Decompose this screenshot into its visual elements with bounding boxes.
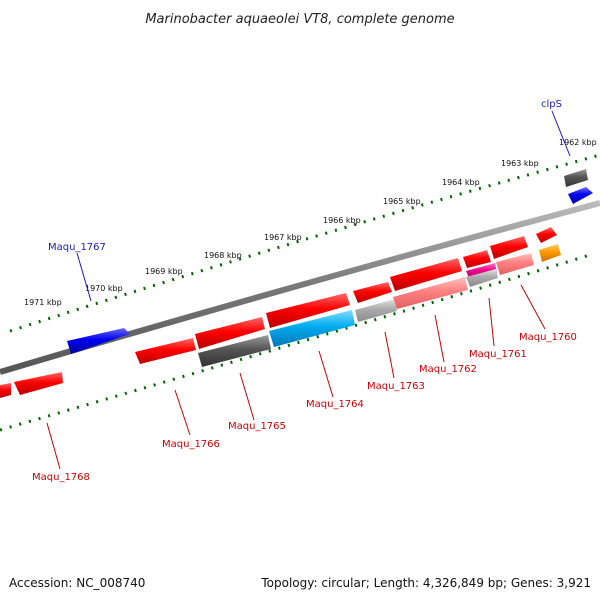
label-maqu-1761[interactable]: Maqu_1761 [469,349,527,360]
gene-maqu-1767[interactable] [67,328,130,354]
page-title: Marinobacter aquaeolei VT8, complete gen… [145,12,454,27]
tick-label-1969: 1969 kbp [145,267,183,276]
tick-label-1964: 1964 kbp [442,178,480,187]
label-maqu-1760[interactable]: Maqu_1760 [519,332,577,343]
label-maqu-1764[interactable]: Maqu_1764 [306,399,364,410]
tick-labels: 1971 kbp 1970 kbp 1969 kbp 1968 kbp 1967… [24,138,597,307]
label-maqu-1766[interactable]: Maqu_1766 [162,439,220,450]
callout-line-clps [551,110,571,157]
label-maqu-1767[interactable]: Maqu_1767 [48,242,106,253]
gene-red-f[interactable] [490,236,528,259]
gene-maqu-1762[interactable] [393,277,468,309]
tick-label-1965: 1965 kbp [383,197,421,206]
label-maqu-1762[interactable]: Maqu_1762 [419,364,477,375]
callout-line-maqu-1764 [318,350,334,398]
callout-line-maqu-1766 [174,389,191,436]
gene-red-d[interactable] [390,258,462,291]
gene-red-c[interactable] [353,282,392,303]
gene-red-b[interactable] [266,293,350,328]
gene-dark-top-right[interactable] [564,169,588,187]
callout-line-maqu-1761 [488,297,495,347]
label-clps[interactable]: clpS [541,99,562,110]
gene-orange[interactable] [539,244,561,262]
label-maqu-1763[interactable]: Maqu_1763 [367,381,425,392]
gene-red-a[interactable] [195,317,265,349]
gene-gray-small[interactable] [466,269,498,287]
label-maqu-1765[interactable]: Maqu_1765 [228,421,286,432]
tick-label-1962: 1962 kbp [559,138,597,147]
callout-line-maqu-1760 [520,284,546,330]
accession-text: Accession: NC_008740 [9,576,146,590]
genome-stats-text: Topology: circular; Length: 4,326,849 bp… [261,576,591,590]
callout-line-maqu-1762 [434,314,445,363]
callout-line-maqu-1768 [46,422,61,470]
gene-maqu-1764[interactable] [269,310,355,347]
tick-label-1966: 1966 kbp [323,216,361,225]
gene-maqu-1766[interactable] [135,338,196,364]
inner-tick-line [0,253,591,432]
gene-red-e[interactable] [463,250,491,268]
forward-strand-genes [67,169,593,354]
reverse-strand-genes [0,227,561,398]
tick-label-1970: 1970 kbp [85,284,123,293]
tick-label-1968: 1968 kbp [204,251,242,260]
gene-maqu-1768[interactable] [14,372,63,395]
callout-line-maqu-1763 [384,331,395,379]
callout-lines [46,110,571,470]
tick-label-1963: 1963 kbp [501,159,539,168]
tick-label-1971: 1971 kbp [24,298,62,307]
gene-labels: Maqu_1767 clpS Maqu_1768 Maqu_1766 Maqu_… [32,99,577,483]
gene-red-g[interactable] [536,227,557,243]
gene-left-edge[interactable] [0,383,11,398]
label-maqu-1768[interactable]: Maqu_1768 [32,472,90,483]
gene-maqu-1765[interactable] [198,335,271,367]
gene-maqu-1763[interactable] [355,299,397,322]
callout-line-maqu-1765 [239,372,255,421]
gene-clps[interactable] [568,187,593,204]
tick-label-1967: 1967 kbp [264,233,302,242]
callout-line-maqu-1767 [76,252,92,302]
gene-maqu-1760[interactable] [496,253,534,275]
